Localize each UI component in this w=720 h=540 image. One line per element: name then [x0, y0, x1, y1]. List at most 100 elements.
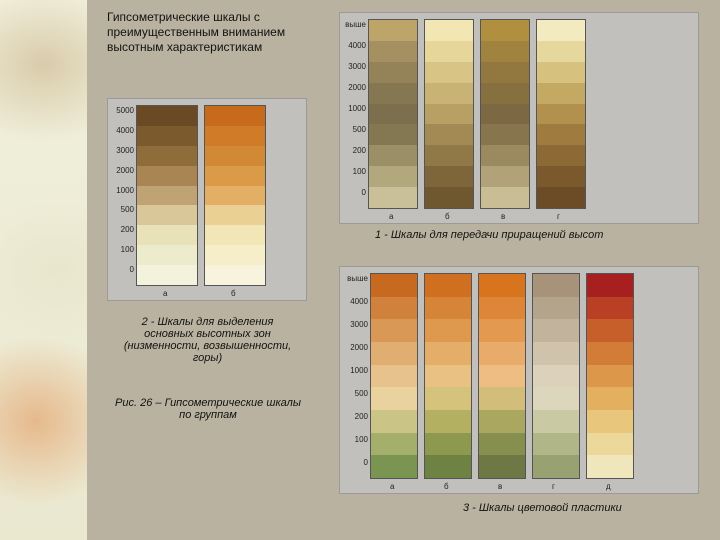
color-swatch [537, 62, 585, 83]
color-swatch [537, 83, 585, 104]
axis-tick-label: 3000 [112, 147, 134, 155]
strip-letter: б [445, 212, 450, 221]
color-swatch [425, 455, 471, 478]
color-swatch [425, 104, 473, 125]
color-swatch [481, 62, 529, 83]
color-scale-strip [478, 273, 526, 479]
axis-tick-label: 100 [344, 436, 368, 444]
color-swatch [537, 145, 585, 166]
color-swatch [369, 104, 417, 125]
color-swatch [205, 205, 265, 225]
color-swatch [479, 455, 525, 478]
color-swatch [533, 365, 579, 388]
color-swatch [369, 187, 417, 208]
axis-tick-label: 200 [112, 226, 134, 234]
color-scale-strip [136, 105, 198, 286]
color-swatch [537, 104, 585, 125]
color-swatch [371, 274, 417, 297]
axis-tick-label: 500 [112, 206, 134, 214]
color-swatch [481, 145, 529, 166]
color-scale-strip [424, 19, 474, 209]
color-swatch [205, 126, 265, 146]
axis-tick-label: 1000 [344, 367, 368, 375]
axis-tick-label: выше [344, 275, 368, 283]
color-swatch [537, 41, 585, 62]
color-swatch [369, 62, 417, 83]
color-swatch [481, 187, 529, 208]
color-swatch [533, 297, 579, 320]
color-scale-strip [424, 273, 472, 479]
color-swatch [479, 387, 525, 410]
color-swatch [425, 387, 471, 410]
color-swatch [537, 187, 585, 208]
caption-2: 2 - Шкалы для выделения основных высотны… [120, 316, 295, 364]
figure-caption: Рис. 26 – Гипсометрические шкалы по груп… [108, 397, 308, 421]
color-swatch [587, 433, 633, 456]
axis-tick-label: 3000 [344, 63, 366, 71]
color-swatch [425, 297, 471, 320]
color-swatch [479, 297, 525, 320]
axis-tick-label: 2000 [112, 167, 134, 175]
color-swatch [425, 433, 471, 456]
color-swatch [425, 342, 471, 365]
color-swatch [479, 433, 525, 456]
axis-tick-label: 100 [344, 168, 366, 176]
color-swatch [371, 342, 417, 365]
color-swatch [137, 225, 197, 245]
scale-group-2: 500040003000200010005002001000аб [107, 98, 307, 301]
axis-tick-label: 0 [344, 459, 368, 467]
color-swatch [137, 146, 197, 166]
color-swatch [587, 455, 633, 478]
strip-letter: г [552, 482, 555, 491]
axis-tick-label: 500 [344, 126, 366, 134]
color-swatch [137, 205, 197, 225]
color-scale-strip [480, 19, 530, 209]
axis-tick-label: 200 [344, 147, 366, 155]
color-swatch [479, 342, 525, 365]
color-swatch [137, 265, 197, 285]
color-swatch [537, 20, 585, 41]
color-swatch [425, 83, 473, 104]
axis-tick-label: 100 [112, 246, 134, 254]
content-pane: Гипсометрические шкалы с преимущественны… [87, 0, 720, 540]
color-swatch [587, 319, 633, 342]
color-swatch [481, 83, 529, 104]
color-swatch [137, 186, 197, 206]
color-swatch [369, 145, 417, 166]
color-swatch [481, 124, 529, 145]
color-swatch [587, 410, 633, 433]
color-swatch [425, 41, 473, 62]
axis-tick-label: 4000 [344, 298, 368, 306]
color-swatch [479, 365, 525, 388]
axis-tick-label: 2000 [344, 344, 368, 352]
axis-tick-label: 0 [344, 189, 366, 197]
color-swatch [369, 41, 417, 62]
color-swatch [425, 20, 473, 41]
color-swatch [425, 145, 473, 166]
color-swatch [587, 387, 633, 410]
strip-letter: д [606, 482, 611, 491]
axis-tick-label: 1000 [344, 105, 366, 113]
axis-tick-label: 3000 [344, 321, 368, 329]
axis-labels: выше40003000200010005002001000 [344, 273, 370, 479]
color-swatch [205, 166, 265, 186]
color-swatch [425, 410, 471, 433]
color-swatch [533, 274, 579, 297]
strip-letter: в [498, 482, 502, 491]
color-swatch [371, 387, 417, 410]
color-swatch [369, 124, 417, 145]
title-text: Гипсометрические шкалы с преимущественны… [107, 10, 311, 55]
strip-letter: а [390, 482, 394, 491]
color-swatch [205, 225, 265, 245]
color-scale-strip [532, 273, 580, 479]
color-swatch [425, 319, 471, 342]
color-swatch [137, 106, 197, 126]
strip-letter: а [163, 289, 167, 298]
color-swatch [369, 166, 417, 187]
color-swatch [587, 297, 633, 320]
color-swatch [533, 455, 579, 478]
axis-tick-label: 0 [112, 266, 134, 274]
color-swatch [137, 126, 197, 146]
color-swatch [481, 104, 529, 125]
color-swatch [481, 20, 529, 41]
